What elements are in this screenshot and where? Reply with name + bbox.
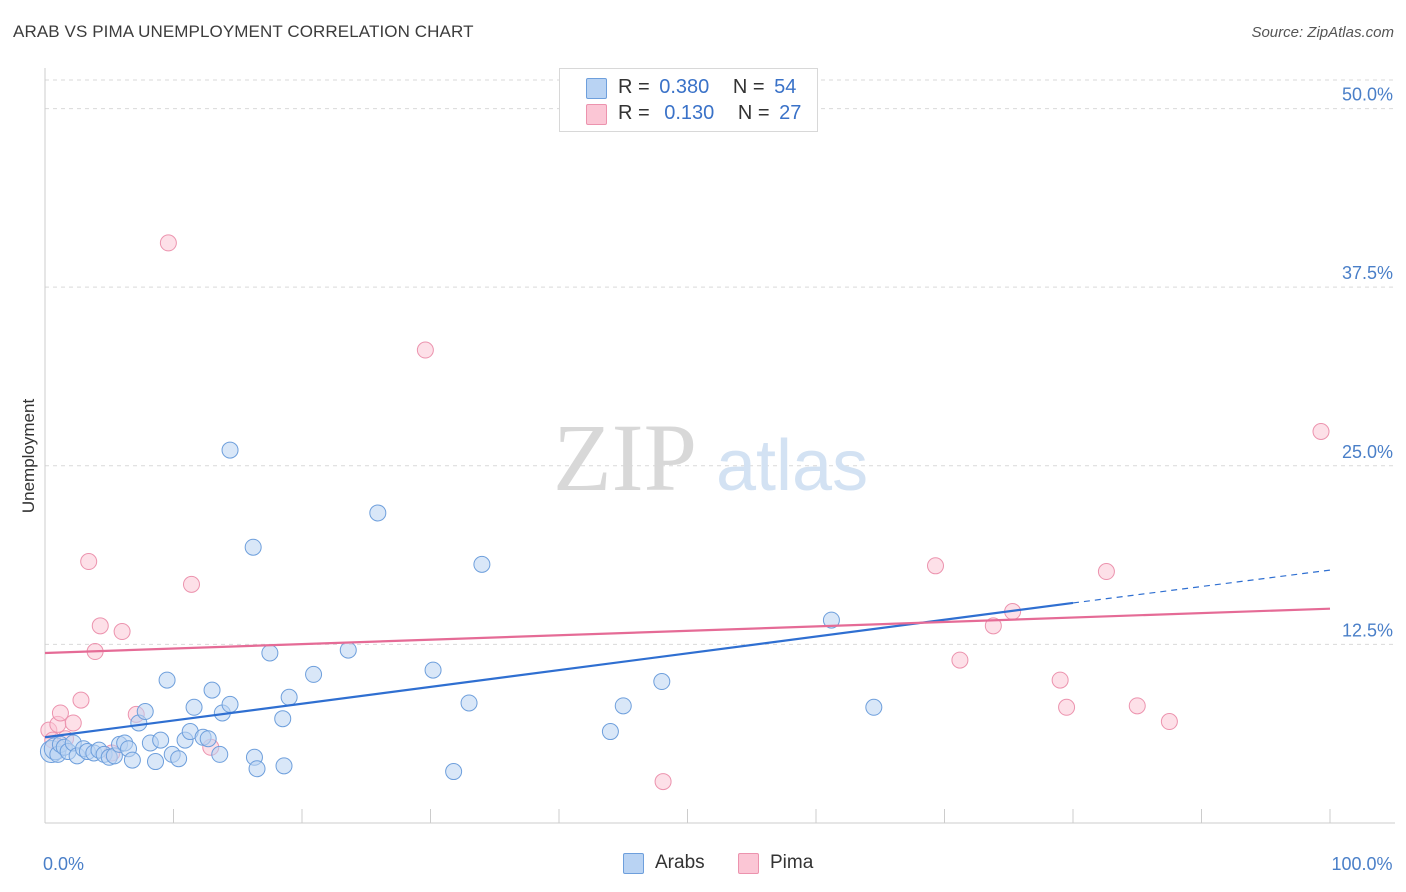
y-axis-label: Unemployment — [19, 399, 38, 514]
trend-lines — [44, 569, 1331, 739]
pima-point — [72, 691, 90, 709]
pima-point — [64, 714, 82, 732]
source-credit: Source: ZipAtlas.com — [1251, 24, 1394, 41]
legend-n-value-arabs: 54 — [774, 76, 797, 98]
arabs-point — [305, 665, 323, 683]
arabs-point — [211, 745, 229, 763]
arabs-point — [261, 644, 279, 662]
arabs-swatch — [586, 78, 607, 99]
watermark: ZIP atlas — [553, 404, 868, 511]
arabs-point — [369, 504, 387, 522]
arabs-point — [158, 671, 176, 689]
arabs-point — [147, 753, 165, 771]
arabs-point — [275, 757, 293, 775]
pima-point — [416, 341, 434, 359]
pima-point — [951, 651, 969, 669]
pima-point — [1312, 422, 1330, 440]
pima-point — [1058, 698, 1076, 716]
legend-r-label: R = — [618, 76, 650, 98]
watermark-atlas: atlas — [716, 426, 868, 506]
arabs-point — [274, 710, 292, 728]
arabs-legend-label: Arabs — [655, 852, 705, 873]
pima-point — [984, 617, 1002, 635]
pima-point — [159, 234, 177, 252]
arabs-point — [339, 641, 357, 659]
arabs-point — [136, 703, 154, 721]
arabs-point — [203, 681, 221, 699]
arabs-point — [248, 760, 266, 778]
x-tick-label: 100.0% — [1331, 854, 1392, 874]
pima-point — [91, 617, 109, 635]
arabs-point — [460, 694, 478, 712]
pima-point — [1051, 671, 1069, 689]
arabs-point — [601, 723, 619, 741]
y-tick-label: 25.0% — [1342, 442, 1393, 462]
axis-layer — [44, 68, 1395, 824]
pima-point — [1128, 697, 1146, 715]
arabs-point — [221, 441, 239, 459]
arabs-point — [123, 751, 141, 769]
arabs-point — [445, 763, 463, 781]
legend-n-label: N = — [737, 102, 770, 124]
y-tick-label: 12.5% — [1342, 620, 1393, 640]
arabs-series — [39, 441, 883, 781]
legend-n-value-pima: 27 — [779, 102, 802, 124]
watermark-zip: ZIP — [553, 404, 697, 511]
legend-r-label: R = — [618, 102, 650, 124]
arabs-point — [170, 750, 188, 768]
pima-trend-line — [44, 607, 1331, 655]
chart-title: ARAB VS PIMA UNEMPLOYMENT CORRELATION CH… — [13, 22, 474, 41]
arabs-point — [152, 731, 170, 749]
arabs-point — [424, 661, 442, 679]
pima-point — [80, 553, 98, 571]
arabs-point — [280, 688, 298, 706]
arabs-trend-line — [44, 601, 1074, 739]
pima-point — [1160, 713, 1178, 731]
arabs-point — [185, 698, 203, 716]
arabs-point — [244, 538, 262, 556]
pima-point — [113, 623, 131, 641]
legend-n-label: N = — [732, 76, 765, 98]
legend-r-value-arabs: 0.380 — [659, 76, 710, 98]
arabs-point — [822, 611, 840, 629]
pima-legend-swatch — [738, 853, 759, 874]
pima-point — [927, 557, 945, 575]
pima-swatch — [586, 104, 607, 125]
pima-point — [51, 704, 69, 722]
arabs-point — [865, 698, 883, 716]
x-tick-label: 0.0% — [43, 854, 84, 874]
y-tick-label: 37.5% — [1342, 263, 1393, 283]
pima-point — [1097, 563, 1115, 581]
pima-point — [182, 575, 200, 593]
arabs-legend-swatch — [623, 853, 644, 874]
tick-labels: 12.5% 25.0% 37.5% 50.0% 0.0% 100.0% — [43, 85, 1393, 874]
y-tick-label: 50.0% — [1342, 85, 1393, 105]
arabs-point — [473, 555, 491, 573]
arabs-point — [199, 730, 217, 748]
grid-layer — [45, 79, 1395, 645]
pima-legend-label: Pima — [770, 852, 814, 873]
pima-point — [654, 773, 672, 791]
stats-legend: R = 0.380 N = 54 R = 0.130 N = 27 — [559, 68, 818, 132]
arabs-point — [221, 695, 239, 713]
legend-r-value-pima: 0.130 — [664, 102, 715, 124]
arabs-point — [614, 697, 632, 715]
arabs-point — [653, 673, 671, 691]
